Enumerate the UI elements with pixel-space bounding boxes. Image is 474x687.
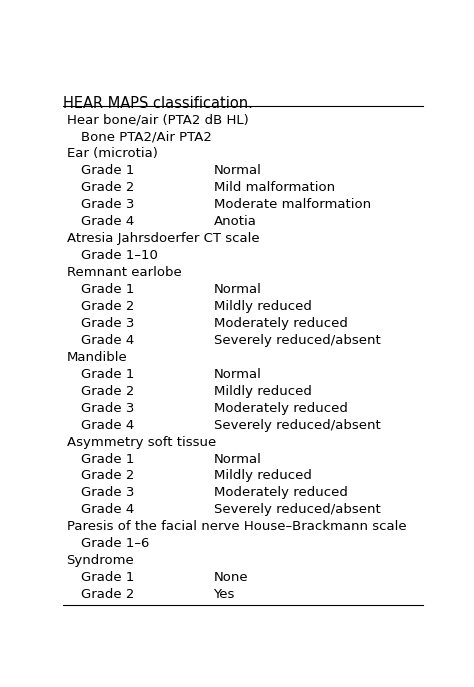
Text: Anotia: Anotia — [213, 215, 256, 228]
Text: Grade 4: Grade 4 — [82, 334, 135, 347]
Text: Grade 2: Grade 2 — [82, 300, 135, 313]
Text: Moderately reduced: Moderately reduced — [213, 317, 347, 330]
Text: Moderately reduced: Moderately reduced — [213, 486, 347, 499]
Text: Ear (microtia): Ear (microtia) — [66, 147, 157, 160]
Text: Asymmetry soft tissue: Asymmetry soft tissue — [66, 436, 216, 449]
Text: Severely reduced/absent: Severely reduced/absent — [213, 418, 380, 431]
Text: Grade 4: Grade 4 — [82, 504, 135, 517]
Text: Grade 3: Grade 3 — [82, 402, 135, 415]
Text: Mild malformation: Mild malformation — [213, 181, 335, 194]
Text: Severely reduced/absent: Severely reduced/absent — [213, 334, 380, 347]
Text: Atresia Jahrsdoerfer CT scale: Atresia Jahrsdoerfer CT scale — [66, 232, 259, 245]
Text: Grade 3: Grade 3 — [82, 317, 135, 330]
Text: Grade 2: Grade 2 — [82, 181, 135, 194]
Text: Severely reduced/absent: Severely reduced/absent — [213, 504, 380, 517]
Text: Grade 3: Grade 3 — [82, 486, 135, 499]
Text: Mildly reduced: Mildly reduced — [213, 385, 311, 398]
Text: Grade 4: Grade 4 — [82, 215, 135, 228]
Text: Grade 4: Grade 4 — [82, 418, 135, 431]
Text: Normal: Normal — [213, 164, 262, 177]
Text: Moderately reduced: Moderately reduced — [213, 402, 347, 415]
Text: Grade 2: Grade 2 — [82, 588, 135, 601]
Text: Mildly reduced: Mildly reduced — [213, 469, 311, 482]
Text: Yes: Yes — [213, 588, 235, 601]
Text: Paresis of the facial nerve House–Brackmann scale: Paresis of the facial nerve House–Brackm… — [66, 520, 406, 533]
Text: Grade 3: Grade 3 — [82, 198, 135, 211]
Text: Mildly reduced: Mildly reduced — [213, 300, 311, 313]
Text: Syndrome: Syndrome — [66, 554, 134, 567]
Text: Grade 1: Grade 1 — [82, 164, 135, 177]
Text: Grade 1: Grade 1 — [82, 368, 135, 381]
Text: Normal: Normal — [213, 453, 262, 466]
Text: Grade 1–10: Grade 1–10 — [82, 249, 158, 262]
Text: Hear bone/air (PTA2 dB HL): Hear bone/air (PTA2 dB HL) — [66, 113, 248, 126]
Text: Grade 1: Grade 1 — [82, 283, 135, 296]
Text: Grade 2: Grade 2 — [82, 469, 135, 482]
Text: Mandible: Mandible — [66, 351, 128, 363]
Text: Bone PTA2/Air PTA2: Bone PTA2/Air PTA2 — [82, 131, 212, 143]
Text: Grade 1–6: Grade 1–6 — [82, 537, 150, 550]
Text: Remnant earlobe: Remnant earlobe — [66, 266, 182, 279]
Text: Grade 1: Grade 1 — [82, 572, 135, 584]
Text: Grade 1: Grade 1 — [82, 453, 135, 466]
Text: Grade 2: Grade 2 — [82, 385, 135, 398]
Text: Normal: Normal — [213, 283, 262, 296]
Text: Moderate malformation: Moderate malformation — [213, 198, 371, 211]
Text: None: None — [213, 572, 248, 584]
Text: HEAR MAPS classification.: HEAR MAPS classification. — [63, 95, 253, 111]
Text: Normal: Normal — [213, 368, 262, 381]
